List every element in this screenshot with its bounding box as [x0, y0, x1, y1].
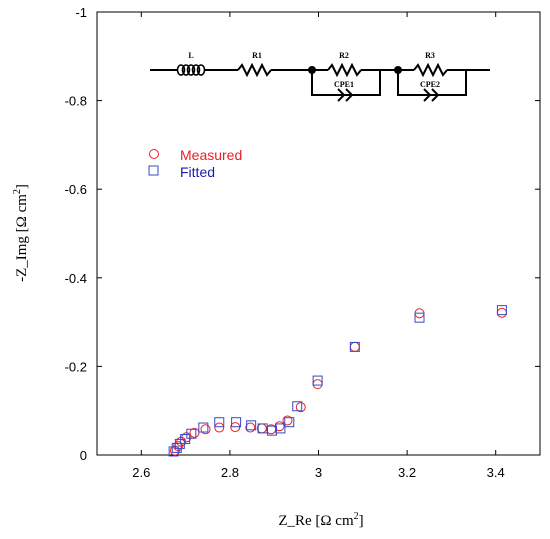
- x-axis-title-sup: 2: [354, 511, 359, 522]
- series-fitted: [168, 305, 507, 457]
- cpe2-symbol: [423, 88, 432, 102]
- inductor-symbol: [176, 64, 206, 76]
- axis-ticks: 2.6 2.8 3 3.2 3.4 0 -0.2 -0.4 -0.6 -0.8 -1: [65, 5, 540, 480]
- legend-marker-measured: [149, 149, 159, 159]
- data-point-measured: [189, 427, 200, 438]
- data-point-fitted: [171, 442, 182, 453]
- data-point-measured: [245, 422, 256, 433]
- cpe2-symbol-2: [431, 88, 440, 102]
- x-tick-label: 3.2: [398, 465, 416, 480]
- data-point-measured: [282, 415, 293, 426]
- y-tick-label: 0: [80, 448, 87, 463]
- data-point-fitted: [180, 434, 191, 445]
- data-point-fitted: [266, 425, 277, 436]
- cpe1-symbol: [337, 88, 346, 102]
- legend-label-measured: Measured: [180, 147, 242, 163]
- circuit-label-cpe1: CPE1: [334, 80, 354, 89]
- legend: Measured Fitted: [148, 147, 242, 180]
- data-point-fitted: [214, 417, 225, 428]
- resistor-r3-symbol: [413, 62, 448, 78]
- resistor-r2-symbol: [327, 62, 362, 78]
- y-tick-label: -1: [75, 5, 87, 20]
- data-point-fitted: [275, 423, 286, 434]
- y-axis-title: -Z_Img [Ω cm2]: [12, 184, 30, 282]
- cpe1-branch: [311, 70, 381, 96]
- data-point-measured: [295, 402, 306, 413]
- y-tick-label: -0.4: [65, 271, 87, 286]
- x-axis-title-base: Z_Re [Ω cm: [278, 513, 354, 529]
- data-point-fitted: [231, 417, 242, 428]
- y-tick-label: -0.6: [65, 182, 87, 197]
- data-point-measured: [200, 424, 211, 435]
- y-tick-label: -0.2: [65, 359, 87, 374]
- y-axis-title-close: ]: [14, 184, 30, 189]
- data-point-measured: [214, 422, 225, 433]
- data-points: [168, 305, 507, 457]
- data-point-fitted: [292, 401, 303, 412]
- legend-label-fitted: Fitted: [180, 164, 215, 180]
- data-point-fitted: [312, 375, 323, 386]
- x-tick-label: 2.6: [132, 465, 150, 480]
- x-tick-label: 2.8: [221, 465, 239, 480]
- circuit-label-r3: R3: [425, 51, 435, 60]
- cpe2-branch: [397, 70, 467, 96]
- series-measured: [169, 307, 507, 456]
- data-point-fitted: [284, 417, 295, 428]
- data-point-fitted: [496, 305, 507, 316]
- legend-marker-fitted: [148, 165, 159, 176]
- data-point-measured: [496, 307, 507, 318]
- circuit-label-cpe2: CPE2: [420, 80, 440, 89]
- data-point-fitted: [186, 428, 197, 439]
- x-tick-label: 3: [315, 465, 322, 480]
- data-point-fitted: [168, 446, 179, 457]
- circuit-label-r1: R1: [252, 51, 262, 60]
- x-axis-title: Z_Re [Ω cm2]: [278, 511, 363, 529]
- y-axis-title-base: -Z_Img [Ω cm: [14, 194, 30, 282]
- x-tick-label: 3.4: [487, 465, 505, 480]
- circuit-label-l: L: [188, 51, 193, 60]
- data-point-measured: [349, 341, 360, 352]
- data-point-fitted: [198, 422, 209, 433]
- equivalent-circuit-diagram: [150, 62, 490, 102]
- x-axis-title-close: ]: [359, 513, 364, 529]
- y-axis-title-sup: 2: [12, 189, 23, 194]
- y-tick-label: -0.8: [65, 94, 87, 109]
- data-point-fitted: [246, 420, 257, 431]
- data-point-fitted: [414, 312, 425, 323]
- resistor-r1-symbol: [237, 62, 272, 78]
- data-point-measured: [312, 379, 323, 390]
- cpe1-symbol-2: [345, 88, 354, 102]
- data-point-fitted: [349, 341, 360, 352]
- circuit-label-r2: R2: [339, 51, 349, 60]
- circuit-labels: L R1 R2 CPE1 R3 CPE2: [188, 51, 440, 89]
